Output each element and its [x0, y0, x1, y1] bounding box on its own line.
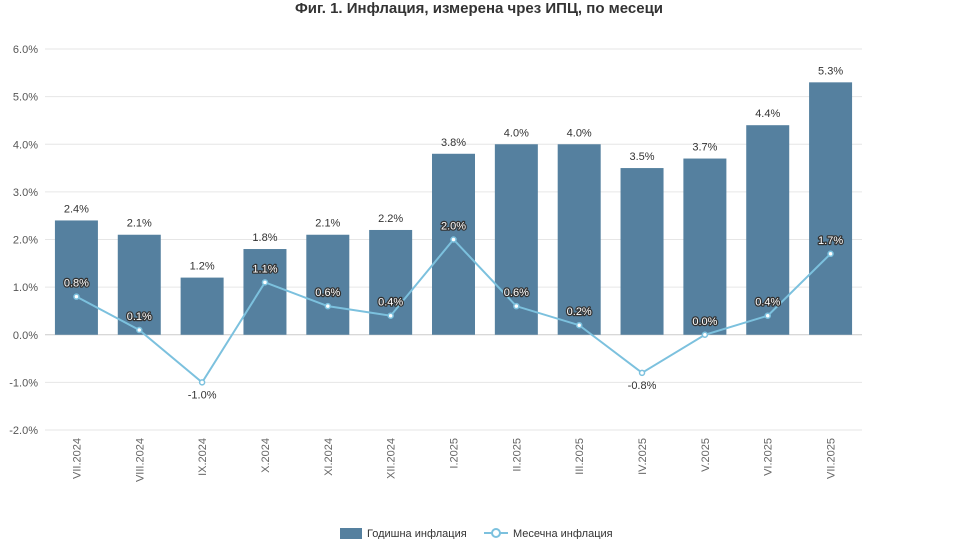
bar — [243, 249, 287, 335]
line-value-label: 0.1% — [127, 311, 152, 323]
bar — [557, 144, 601, 335]
y-tick-label: 1.0% — [13, 282, 38, 294]
line-data-labels: 0.8% 0.1% -1.0% 1.1% 0.6% 0.4% 2.0% 0.6% 0.2% -0.… — [63, 219, 845, 401]
bar-value-label: 5.3% — [818, 65, 843, 77]
line-series — [73, 236, 834, 386]
x-tick-label: IX.2024 — [197, 438, 209, 476]
line-value-label: -0.8% — [628, 380, 657, 392]
y-axis-labels: -2.0% -1.0% 0.0% 1.0% 2.0% 3.0% 4.0% 5.0% 6.0% — [9, 44, 38, 437]
line-point — [324, 302, 332, 310]
bar — [683, 158, 727, 335]
bar — [746, 125, 790, 335]
line-value-label: 0.4% — [378, 297, 403, 309]
line-point — [261, 279, 269, 286]
chart-title: Фиг. 1. Инфлация, измерена чрез ИПЦ, по … — [295, 0, 663, 17]
bar-value-label: 3.7% — [692, 142, 717, 154]
line-value-label: -1.0% — [188, 389, 217, 401]
x-tick-label: II.2025 — [511, 438, 523, 472]
x-tick-label: XI.2024 — [323, 438, 335, 476]
y-tick-label: 4.0% — [13, 139, 38, 151]
bar-value-label: 2.4% — [64, 203, 89, 215]
line-point — [136, 326, 143, 334]
x-tick-label: III.2025 — [574, 438, 586, 475]
line-point — [701, 331, 709, 338]
legend-bar-label: Годишна инфлация — [367, 528, 467, 539]
line-point — [387, 312, 394, 319]
bar — [369, 229, 413, 335]
line-value-label: 0.4% — [755, 297, 780, 309]
bar — [432, 153, 475, 335]
legend: Годишна инфлация Месечна инфлация — [340, 528, 613, 539]
line-value-label: 0.2% — [567, 306, 592, 318]
bar — [117, 234, 161, 335]
x-axis-labels: VII.2024 VIII.2024 IX.2024 X.2024 XI.2024 XII… — [71, 438, 837, 482]
line-value-label: 1.7% — [818, 235, 843, 247]
x-tick-label: VII.2025 — [826, 438, 838, 479]
line-value-label: 2.0% — [441, 221, 466, 233]
x-tick-label: VII.2024 — [71, 438, 83, 479]
legend-line-marker — [491, 528, 501, 538]
bar — [809, 82, 853, 335]
bar-value-label: 4.0% — [504, 127, 529, 139]
line-point — [450, 236, 457, 243]
line-point — [638, 369, 646, 377]
x-tick-label: VI.2025 — [763, 438, 775, 476]
y-tick-label: -2.0% — [9, 425, 38, 437]
y-tick-label: -1.0% — [9, 377, 38, 389]
bar-value-label: 4.0% — [567, 127, 592, 139]
x-tick-label: V.2025 — [700, 438, 712, 472]
bar — [54, 220, 98, 335]
x-tick-label: X.2024 — [260, 438, 272, 473]
bar-value-label: 3.8% — [441, 137, 466, 149]
x-tick-label: I.2025 — [449, 438, 461, 469]
line-value-label: 0.8% — [64, 278, 89, 290]
bar-value-label: 2.2% — [378, 213, 403, 225]
y-tick-label: 6.0% — [13, 44, 38, 56]
bar-value-label: 2.1% — [127, 218, 152, 230]
y-tick-label: 5.0% — [13, 92, 38, 104]
bar — [620, 168, 664, 335]
bar-value-label: 2.1% — [315, 218, 340, 230]
x-tick-label: XII.2024 — [386, 438, 398, 479]
line-value-label: 0.0% — [692, 316, 717, 328]
y-tick-label: 2.0% — [13, 235, 38, 247]
bar-value-label: 3.5% — [629, 151, 654, 163]
legend-bar-swatch — [340, 528, 362, 539]
line-point — [198, 379, 206, 386]
line-value-label: 0.6% — [504, 287, 529, 299]
bar-series — [54, 82, 853, 335]
legend-line-label: Месечна инфлация — [513, 528, 613, 539]
y-tick-label: 0.0% — [13, 330, 38, 342]
y-tick-label: 3.0% — [13, 187, 38, 199]
bar — [180, 277, 224, 335]
line-value-label: 0.6% — [315, 287, 340, 299]
line-point — [827, 250, 834, 258]
line-point — [513, 302, 520, 310]
bar-value-label: 1.8% — [252, 232, 277, 244]
bar-value-label: 1.2% — [190, 261, 215, 273]
line-point — [73, 293, 80, 300]
bar — [306, 234, 350, 335]
line-value-label: 1.1% — [252, 263, 277, 275]
line-point — [575, 321, 583, 329]
bar-data-labels: 2.4% 2.1% 1.2% 1.8% 2.1% 2.2% 3.8% 4.0% 4.0% 3.5%… — [64, 65, 843, 272]
bar-value-label: 4.4% — [755, 108, 780, 120]
line-point — [764, 312, 771, 319]
x-tick-label: VIII.2024 — [134, 438, 146, 482]
x-tick-label: IV.2025 — [637, 438, 649, 475]
